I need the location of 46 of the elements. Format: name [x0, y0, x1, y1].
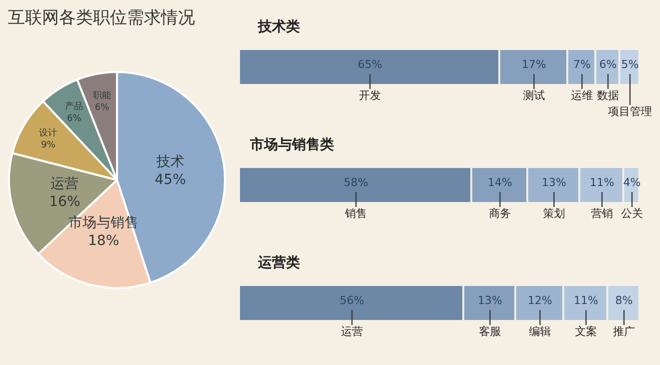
data-label: 13% [478, 294, 502, 307]
slice-label: 职能 [93, 90, 112, 101]
data-label: 14% [488, 176, 512, 189]
data-label: 7% [573, 58, 591, 71]
data-label: 6% [599, 58, 617, 71]
series-label: 运营 [341, 324, 363, 338]
chart-title: 市场与销售类 [250, 136, 334, 154]
chart-title: 技术类 [258, 18, 300, 36]
slice-label: 设计 [39, 128, 58, 139]
data-label: 56% [340, 294, 364, 307]
series-label: 销售 [344, 206, 367, 220]
series-label: 客服 [479, 324, 501, 338]
series-label: 数据 [597, 88, 619, 102]
data-label: 16% [49, 194, 80, 210]
series-label: 公关 [621, 206, 643, 220]
data-label: 8% [615, 294, 633, 307]
slice-label: 运营 [50, 176, 79, 192]
series-label: 运维 [571, 88, 593, 102]
data-label: 6% [67, 114, 82, 124]
chart-title: 互联网各类职位需求情况 [8, 7, 195, 29]
data-label: 9% [41, 140, 56, 151]
series-label: 营销 [591, 206, 613, 220]
slice-label: 技术 [155, 154, 184, 170]
text: 项目管理 [608, 104, 652, 118]
data-label: 12% [528, 294, 552, 307]
slice-label: 产品 [65, 100, 84, 112]
data-label: 11% [590, 176, 614, 189]
series-label: 文案 [575, 324, 597, 338]
series-label: 编辑 [529, 324, 551, 338]
data-label: 18% [88, 232, 120, 249]
data-label: 45% [154, 172, 186, 188]
series-label: 策划 [543, 206, 565, 220]
data-label: 58% [344, 176, 368, 189]
data-label: 17% [522, 58, 546, 71]
data-label: 65% [358, 58, 382, 71]
series-label: 推广 [613, 324, 635, 338]
data-label: 6% [94, 102, 110, 113]
series-label: 测试 [523, 88, 545, 102]
data-label: 11% [574, 294, 598, 307]
data-label: 4% [623, 176, 641, 189]
series-label: 商务 [489, 206, 511, 220]
chart-title: 运营类 [258, 254, 300, 272]
data-label: 13% [542, 176, 566, 189]
data-label: 5% [621, 58, 639, 71]
series-label: 开发 [359, 88, 381, 102]
slice-label: 市场与销售 [68, 214, 139, 231]
